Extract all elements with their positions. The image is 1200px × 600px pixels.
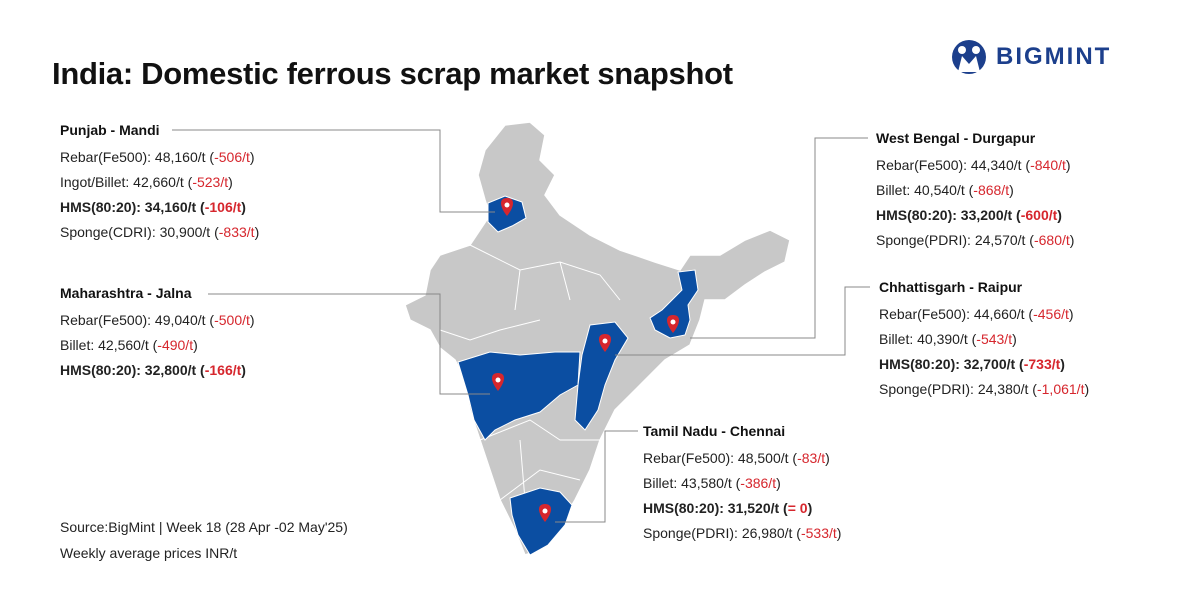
close: ) bbox=[1009, 182, 1014, 198]
region-name: Chhattisgarh - Raipur bbox=[879, 279, 1023, 295]
close: ) bbox=[241, 199, 246, 215]
west-bengal bbox=[649, 269, 699, 339]
close: ) bbox=[241, 362, 246, 378]
region-name: West Bengal - Durgapur bbox=[876, 130, 1036, 146]
region-block: Punjab - Mandi Rebar(Fe500): 48,160/t (-5… bbox=[60, 122, 259, 245]
change: -543/t bbox=[976, 331, 1013, 347]
close: ) bbox=[1057, 207, 1062, 223]
close: ) bbox=[825, 450, 830, 466]
price: Sponge(CDRI): 30,900/t ( bbox=[60, 224, 219, 240]
change: -500/t bbox=[214, 312, 250, 328]
region-block: Maharashtra - Jalna Rebar(Fe500): 49,040/… bbox=[60, 285, 255, 383]
price: Rebar(Fe500): 49,040/t ( bbox=[60, 312, 215, 328]
change: -490/t bbox=[157, 337, 194, 353]
change: -83/t bbox=[797, 450, 826, 466]
logo-text: BIGMINT bbox=[996, 43, 1112, 70]
price: Rebar(Fe500): 48,500/t ( bbox=[643, 450, 798, 466]
price-line: Billet: 42,560/t (-490/t) bbox=[60, 333, 255, 358]
price: HMS(80:20): 32,700/t ( bbox=[879, 356, 1024, 372]
tamil-nadu bbox=[509, 487, 573, 556]
region-name: Tamil Nadu - Chennai bbox=[643, 423, 786, 439]
price: HMS(80:20): 34,160/t ( bbox=[60, 199, 205, 215]
change: -833/t bbox=[218, 224, 255, 240]
price-line: Rebar(Fe500): 44,340/t (-840/t) bbox=[876, 153, 1074, 178]
change: -840/t bbox=[1030, 157, 1066, 173]
close: ) bbox=[1065, 157, 1071, 173]
price: Billet: 40,540/t ( bbox=[876, 182, 974, 198]
price-line: Sponge(PDRI): 26,980/t (-533/t) bbox=[643, 521, 841, 546]
region-block: Tamil Nadu - Chennai Rebar(Fe500): 48,500… bbox=[643, 423, 841, 546]
price: Sponge(PDRI): 24,380/t ( bbox=[879, 381, 1037, 397]
price: Ingot/Billet: 42,660/t ( bbox=[60, 174, 193, 190]
price: HMS(80:20): 32,800/t ( bbox=[60, 362, 205, 378]
change: -456/t bbox=[1033, 306, 1069, 322]
change: -733/t bbox=[1023, 356, 1061, 372]
change: -386/t bbox=[740, 475, 777, 491]
price-line: Billet: 43,580/t (-386/t) bbox=[643, 471, 841, 496]
change: -868/t bbox=[973, 182, 1010, 198]
region-name: Punjab - Mandi bbox=[60, 122, 160, 138]
price-line: Billet: 40,540/t (-868/t) bbox=[876, 178, 1074, 203]
close: ) bbox=[1084, 381, 1090, 397]
price-line: Sponge(CDRI): 30,900/t (-833/t) bbox=[60, 220, 259, 245]
price: Rebar(Fe500): 48,160/t ( bbox=[60, 149, 215, 165]
region-name: Maharashtra - Jalna bbox=[60, 285, 192, 301]
close: ) bbox=[249, 312, 255, 328]
source: Source:BigMint | Week 18 (28 Apr -02 May… bbox=[60, 519, 348, 535]
price: HMS(80:20): 33,200/t ( bbox=[876, 207, 1021, 223]
change: -600/t bbox=[1020, 207, 1058, 223]
change: -166/t bbox=[204, 362, 242, 378]
maharashtra bbox=[457, 351, 581, 441]
logo: BIGMINT bbox=[950, 38, 1111, 76]
change: -506/t bbox=[214, 149, 250, 165]
price-line: HMS(80:20): 32,700/t (-733/t) bbox=[879, 352, 1089, 377]
price-line: Rebar(Fe500): 48,500/t (-83/t) bbox=[643, 446, 841, 471]
price-line: Billet: 40,390/t (-543/t) bbox=[879, 327, 1089, 352]
region-block: Chhattisgarh - Raipur Rebar(Fe500): 44,66… bbox=[879, 279, 1089, 402]
price: Billet: 40,390/t ( bbox=[879, 331, 977, 347]
change: -106/t bbox=[204, 199, 242, 215]
change: -523/t bbox=[192, 174, 229, 190]
price-line: HMS(80:20): 33,200/t (-600/t) bbox=[876, 203, 1074, 228]
price: HMS(80:20): 31,520/t ( bbox=[643, 500, 788, 516]
price: Billet: 43,580/t ( bbox=[643, 475, 741, 491]
close: ) bbox=[249, 149, 255, 165]
price-line: Sponge(PDRI): 24,570/t (-680/t) bbox=[876, 228, 1074, 253]
price-line: Rebar(Fe500): 48,160/t (-506/t) bbox=[60, 145, 259, 170]
price: Rebar(Fe500): 44,660/t ( bbox=[879, 306, 1034, 322]
change: -680/t bbox=[1033, 232, 1070, 248]
change: -533/t bbox=[800, 525, 837, 541]
close: ) bbox=[776, 475, 781, 491]
price-line: HMS(80:20): 34,160/t (-106/t) bbox=[60, 195, 259, 220]
chhattisgarh bbox=[574, 321, 629, 431]
price: Sponge(PDRI): 24,570/t ( bbox=[876, 232, 1034, 248]
close: ) bbox=[1012, 331, 1017, 347]
close: ) bbox=[193, 337, 198, 353]
close: ) bbox=[228, 174, 233, 190]
change: = 0 bbox=[787, 500, 808, 516]
price-line: Rebar(Fe500): 49,040/t (-500/t) bbox=[60, 308, 255, 333]
price-line: Sponge(PDRI): 24,380/t (-1,061/t) bbox=[879, 377, 1089, 402]
close: ) bbox=[254, 224, 260, 240]
close: ) bbox=[1069, 232, 1075, 248]
close: ) bbox=[807, 500, 813, 516]
price: Sponge(PDRI): 26,980/t ( bbox=[643, 525, 801, 541]
close: ) bbox=[1060, 356, 1065, 372]
close: ) bbox=[1068, 306, 1074, 322]
change: -1,061/t bbox=[1036, 381, 1085, 397]
title: India: Domestic ferrous scrap market sna… bbox=[52, 56, 733, 91]
price-line: HMS(80:20): 32,800/t (-166/t) bbox=[60, 358, 255, 383]
leader-lines bbox=[172, 129, 870, 523]
close: ) bbox=[836, 525, 842, 541]
price-line: Rebar(Fe500): 44,660/t (-456/t) bbox=[879, 302, 1089, 327]
price-line: HMS(80:20): 31,520/t (= 0) bbox=[643, 496, 841, 521]
region-block: West Bengal - Durgapur Rebar(Fe500): 44,3… bbox=[876, 130, 1074, 253]
source-note: Weekly average prices INR/t bbox=[60, 545, 238, 561]
price: Rebar(Fe500): 44,340/t ( bbox=[876, 157, 1031, 173]
price-line: Ingot/Billet: 42,660/t (-523/t) bbox=[60, 170, 259, 195]
logo-icon bbox=[952, 40, 986, 74]
price: Billet: 42,560/t ( bbox=[60, 337, 158, 353]
